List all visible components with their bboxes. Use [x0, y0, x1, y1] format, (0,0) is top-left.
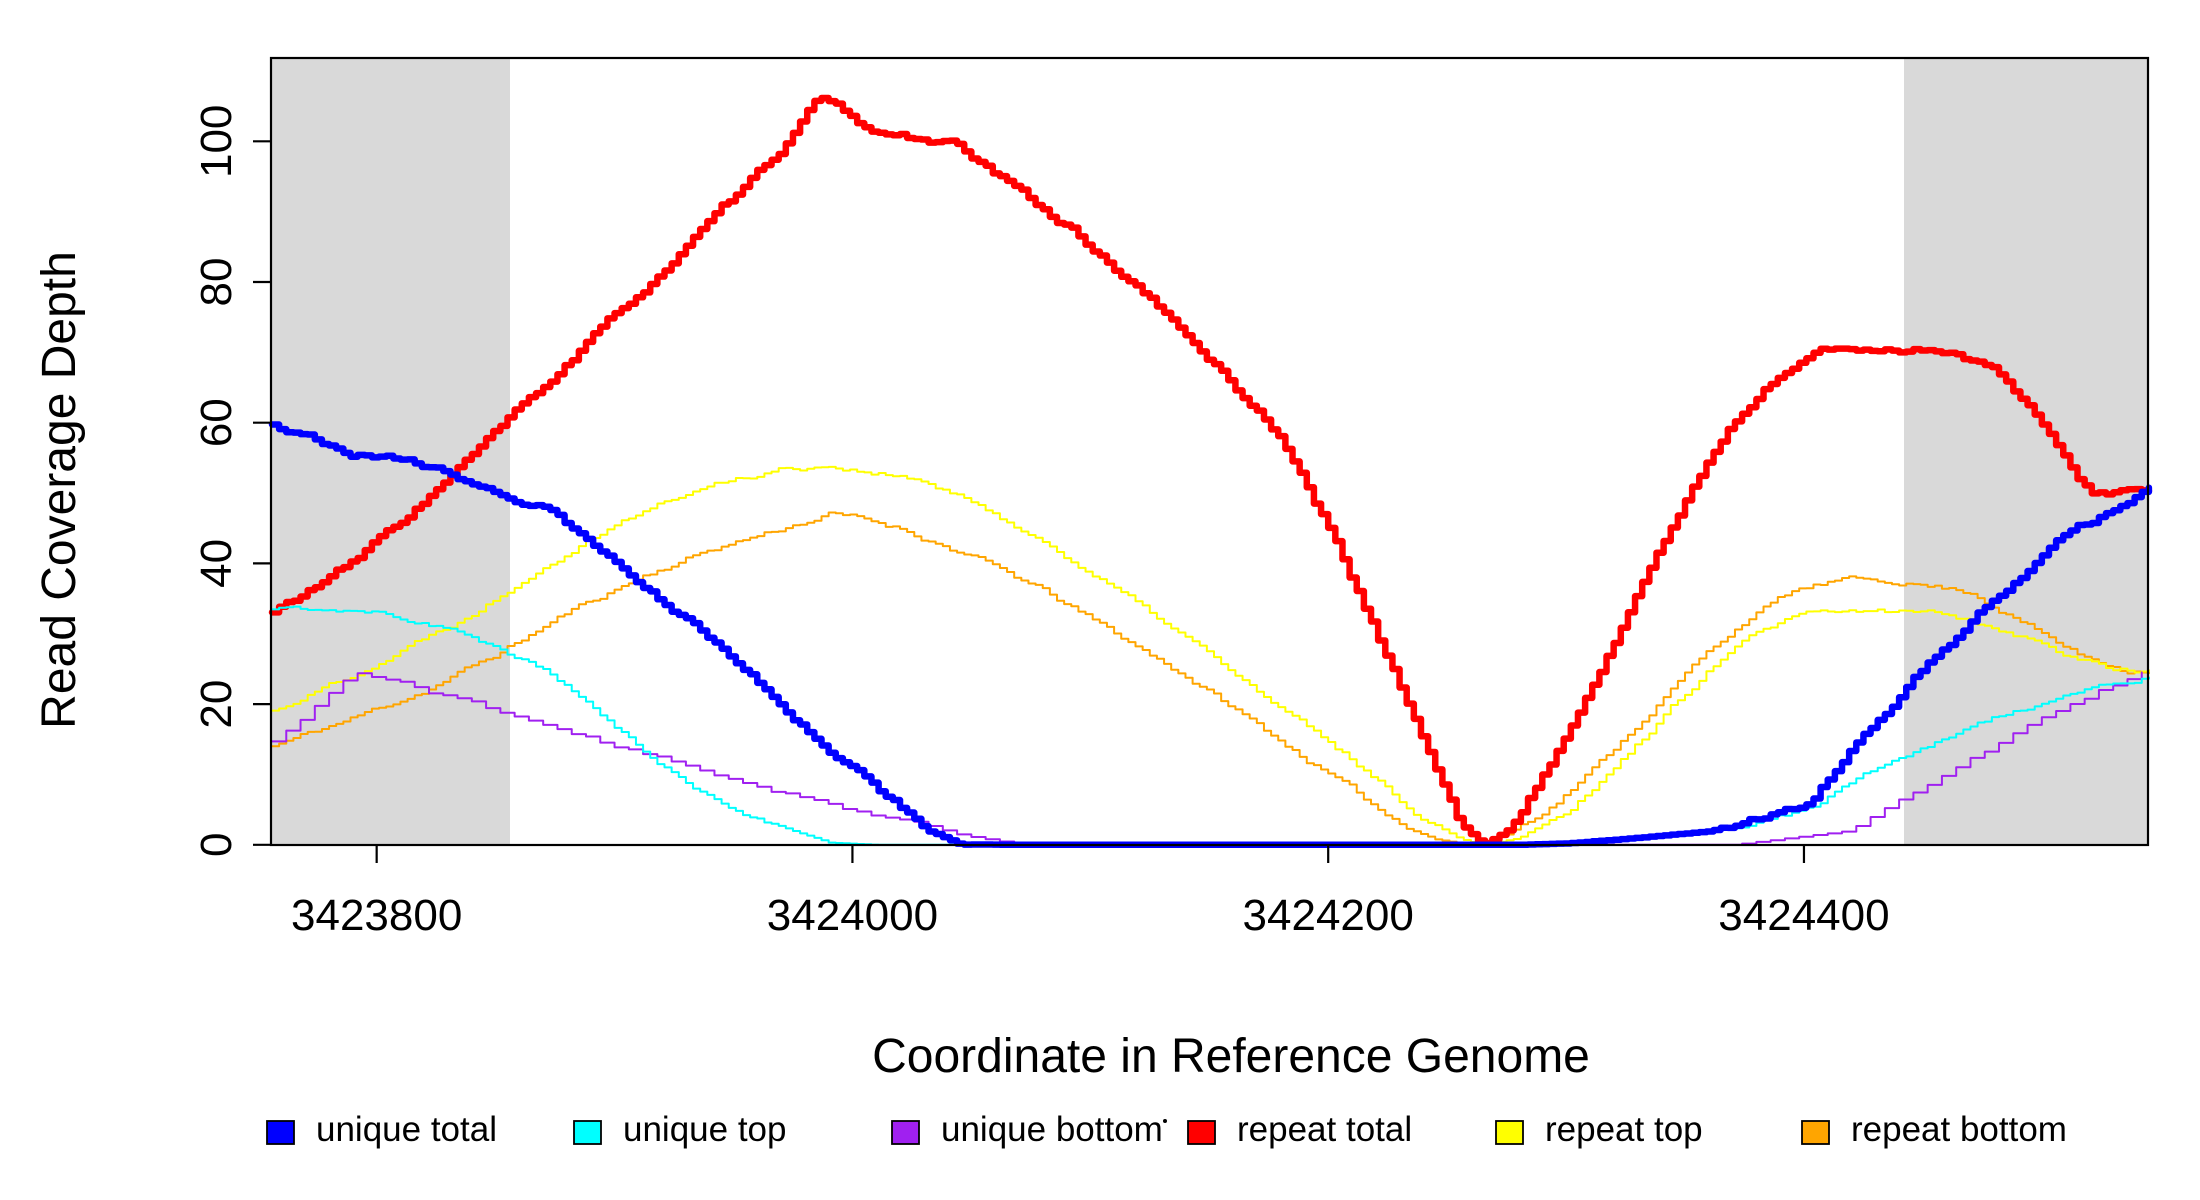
svg-text:3424200: 3424200 [1243, 891, 1414, 940]
svg-text:repeat bottom: repeat bottom [1851, 1110, 2067, 1149]
svg-text:60: 60 [192, 398, 241, 447]
svg-text:unique top: unique top [623, 1110, 786, 1149]
svg-text:3424400: 3424400 [1718, 891, 1889, 940]
svg-text:3423800: 3423800 [291, 891, 462, 940]
svg-text:Coordinate in Reference Genome: Coordinate in Reference Genome [872, 1030, 1590, 1083]
svg-text:unique total: unique total [316, 1110, 497, 1149]
svg-text:Read Coverage Depth: Read Coverage Depth [33, 251, 86, 729]
svg-text:unique bottom: unique bottom [941, 1110, 1163, 1149]
svg-text:100: 100 [192, 105, 241, 178]
svg-text:40: 40 [192, 539, 241, 588]
svg-text:20: 20 [192, 680, 241, 729]
svg-text:3424000: 3424000 [767, 891, 938, 940]
svg-text:80: 80 [192, 258, 241, 307]
svg-text:repeat total: repeat total [1237, 1110, 1412, 1149]
svg-text:repeat top: repeat top [1545, 1110, 1703, 1149]
svg-text:0: 0 [192, 833, 241, 857]
